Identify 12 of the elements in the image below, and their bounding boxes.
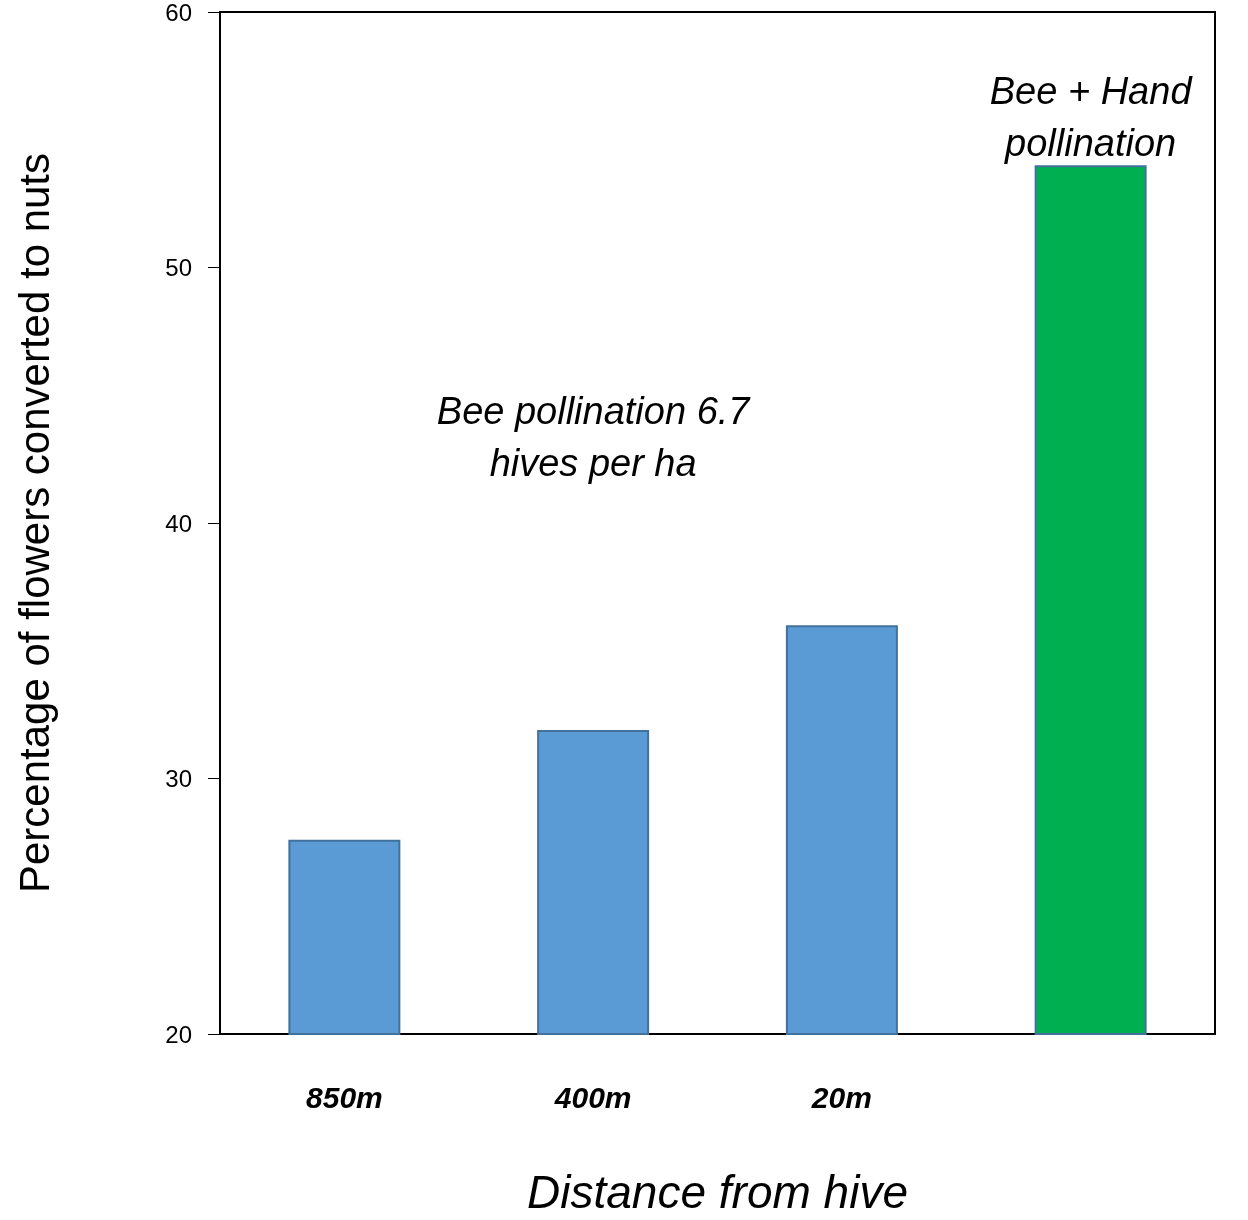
y-tick-label: 40 (165, 509, 192, 537)
annotation: Bee pollination 6.7 hives per ha (436, 390, 752, 484)
annotation: Bee + Hand pollination (989, 70, 1194, 165)
y-axis-title: Percentage of flowers converted to nuts (10, 152, 58, 894)
y-tick-label: 60 (165, 0, 192, 26)
y-tick-label: 50 (165, 254, 192, 281)
x-tick-label: 850m (306, 1080, 383, 1114)
x-tick-label: 20m (810, 1080, 872, 1114)
x-tick-label: 400m (553, 1080, 632, 1114)
y-tick-label: 30 (165, 765, 192, 792)
x-axis-title: Distance from hive (527, 1166, 908, 1218)
y-tick-label: 20 (165, 1020, 192, 1048)
